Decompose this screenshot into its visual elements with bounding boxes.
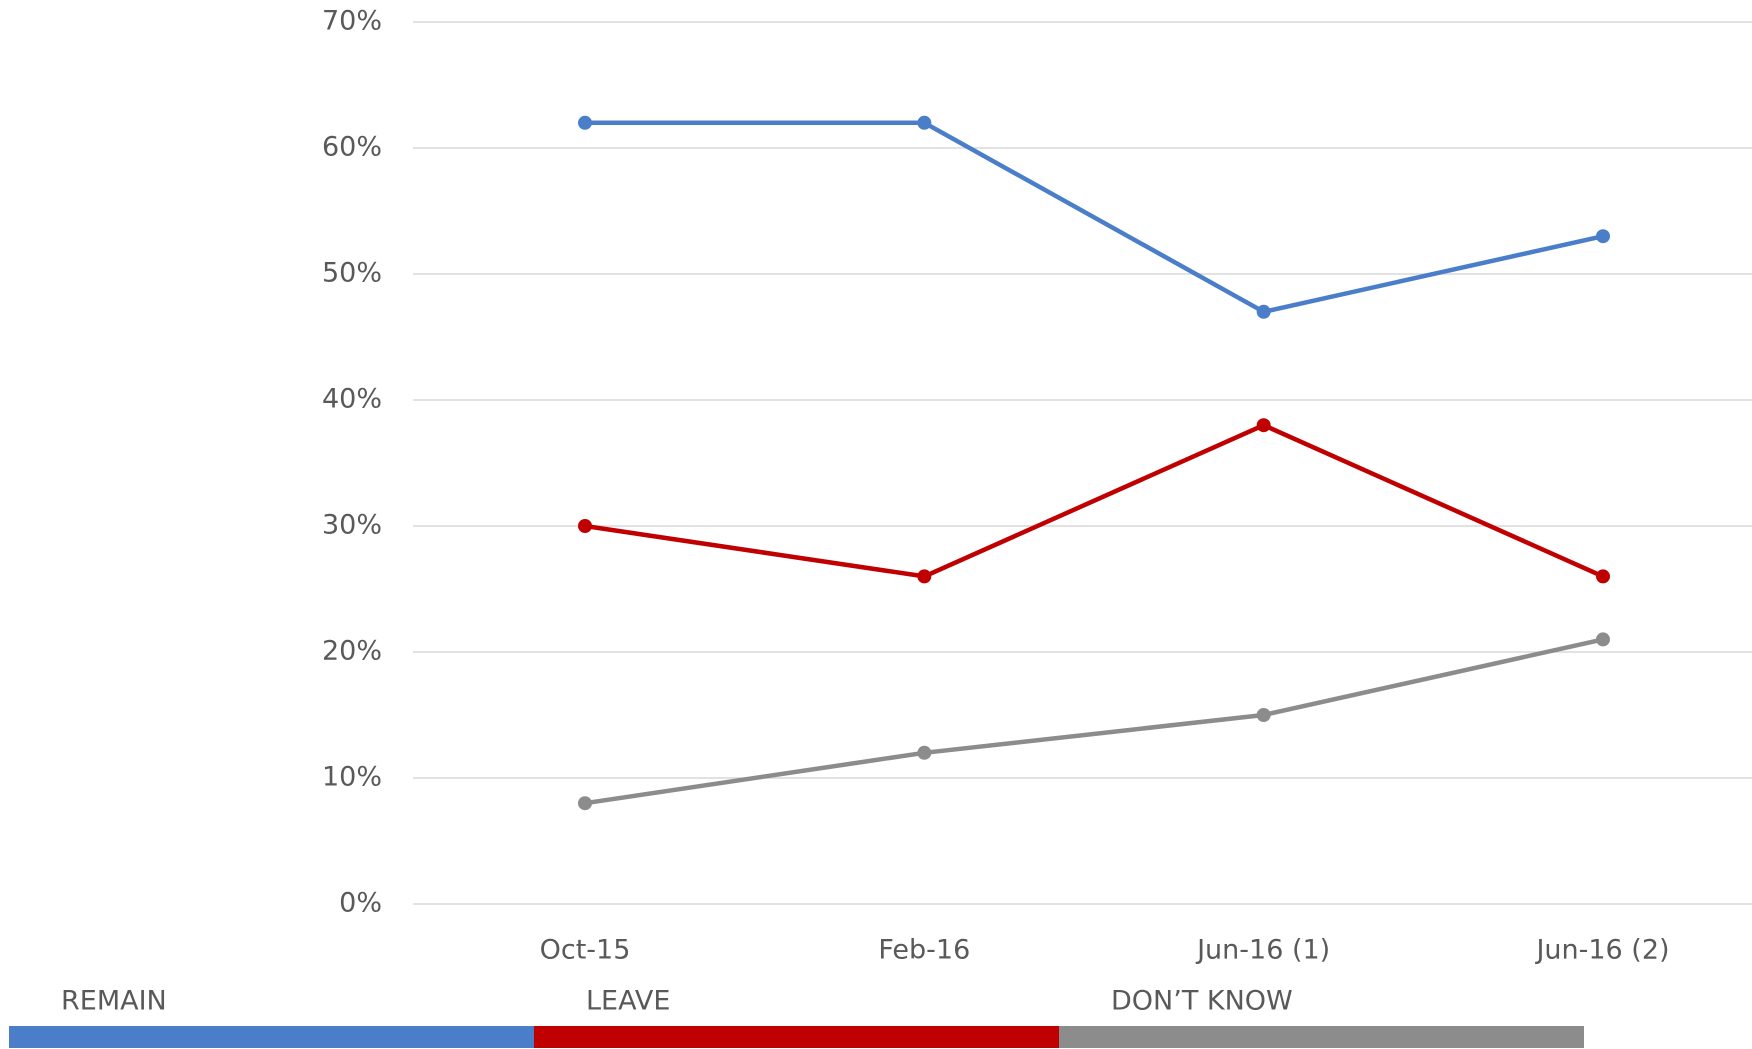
data-point (917, 115, 932, 130)
y-tick-label: 60% (322, 132, 382, 163)
x-tick-label: Jun-16 (2) (1534, 935, 1669, 966)
data-point (1256, 304, 1271, 319)
series-line (584, 637, 1604, 806)
data-point (1596, 569, 1610, 584)
legend-label: LEAVE (586, 986, 670, 1017)
data-point (1256, 418, 1271, 433)
y-tick-label: 0% (339, 888, 382, 919)
y-tick-label: 50% (322, 258, 382, 289)
series-line (585, 120, 1604, 315)
data-point (1596, 632, 1610, 647)
y-tick-label: 30% (322, 510, 382, 541)
x-tick-label: Jun-16 (1) (1195, 935, 1330, 966)
x-tick-label: Oct-15 (540, 935, 631, 966)
legend-swatch (9, 1026, 534, 1048)
y-tick-label: 70% (322, 6, 382, 37)
data-point (578, 796, 592, 811)
data-point (917, 745, 932, 760)
data-point (578, 519, 592, 533)
legend-swatch (534, 1026, 1059, 1048)
legend-swatch (1059, 1026, 1584, 1048)
legend-label: REMAIN (61, 986, 167, 1017)
y-tick-label: 10% (322, 762, 382, 793)
y-tick-label: 20% (322, 636, 382, 667)
data-point (1256, 708, 1271, 722)
data-point (917, 569, 932, 584)
y-tick-label: 40% (322, 384, 382, 415)
series-line (584, 422, 1604, 579)
x-tick-label: Feb-16 (878, 935, 970, 966)
data-point (1596, 229, 1610, 244)
data-point (578, 115, 592, 130)
legend-label: DON’T KNOW (1111, 986, 1293, 1017)
